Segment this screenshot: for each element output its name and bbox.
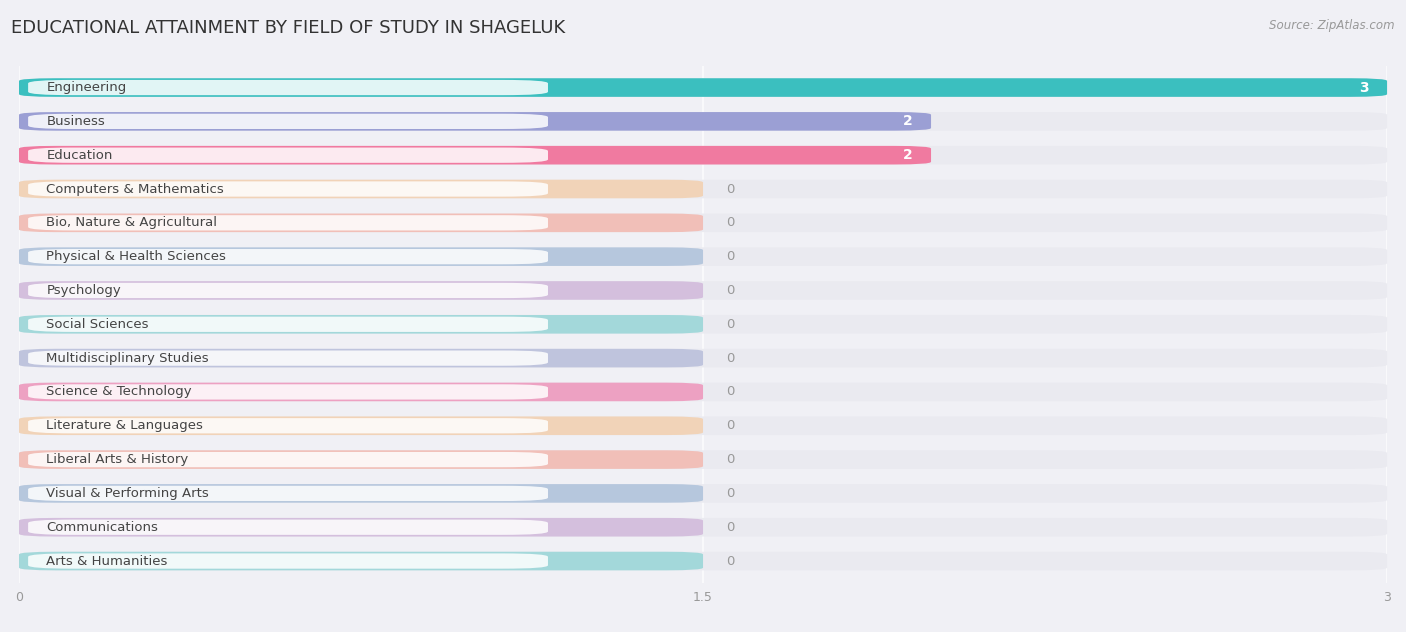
FancyBboxPatch shape xyxy=(20,315,1388,334)
Text: Visual & Performing Arts: Visual & Performing Arts xyxy=(46,487,209,500)
Text: 0: 0 xyxy=(725,554,734,568)
FancyBboxPatch shape xyxy=(28,181,548,197)
Text: 3: 3 xyxy=(1360,80,1369,95)
Text: 0: 0 xyxy=(725,351,734,365)
Text: Science & Technology: Science & Technology xyxy=(46,386,193,398)
FancyBboxPatch shape xyxy=(28,452,548,467)
FancyBboxPatch shape xyxy=(20,382,1388,401)
FancyBboxPatch shape xyxy=(20,518,703,537)
FancyBboxPatch shape xyxy=(20,281,1388,300)
FancyBboxPatch shape xyxy=(28,351,548,366)
Text: Multidisciplinary Studies: Multidisciplinary Studies xyxy=(46,351,209,365)
FancyBboxPatch shape xyxy=(20,247,703,266)
Text: Source: ZipAtlas.com: Source: ZipAtlas.com xyxy=(1270,19,1395,32)
Text: 0: 0 xyxy=(725,284,734,297)
FancyBboxPatch shape xyxy=(20,315,703,334)
Text: Communications: Communications xyxy=(46,521,159,533)
FancyBboxPatch shape xyxy=(20,247,1388,266)
Text: EDUCATIONAL ATTAINMENT BY FIELD OF STUDY IN SHAGELUK: EDUCATIONAL ATTAINMENT BY FIELD OF STUDY… xyxy=(11,19,565,37)
FancyBboxPatch shape xyxy=(20,146,931,164)
FancyBboxPatch shape xyxy=(28,384,548,399)
FancyBboxPatch shape xyxy=(28,249,548,264)
Text: 0: 0 xyxy=(725,453,734,466)
FancyBboxPatch shape xyxy=(20,484,703,502)
Text: Engineering: Engineering xyxy=(46,81,127,94)
Text: Physical & Health Sciences: Physical & Health Sciences xyxy=(46,250,226,263)
FancyBboxPatch shape xyxy=(20,146,1388,164)
FancyBboxPatch shape xyxy=(28,520,548,535)
Text: 0: 0 xyxy=(725,183,734,195)
FancyBboxPatch shape xyxy=(28,114,548,129)
FancyBboxPatch shape xyxy=(20,450,1388,469)
Text: Liberal Arts & History: Liberal Arts & History xyxy=(46,453,188,466)
Text: 2: 2 xyxy=(903,114,912,128)
FancyBboxPatch shape xyxy=(28,486,548,501)
Text: 0: 0 xyxy=(725,250,734,263)
Text: Psychology: Psychology xyxy=(46,284,121,297)
FancyBboxPatch shape xyxy=(20,382,703,401)
Text: 0: 0 xyxy=(725,318,734,331)
FancyBboxPatch shape xyxy=(28,147,548,163)
FancyBboxPatch shape xyxy=(20,112,1388,131)
FancyBboxPatch shape xyxy=(28,317,548,332)
FancyBboxPatch shape xyxy=(28,554,548,569)
FancyBboxPatch shape xyxy=(20,78,1388,97)
FancyBboxPatch shape xyxy=(20,552,1388,570)
Text: 0: 0 xyxy=(725,216,734,229)
FancyBboxPatch shape xyxy=(20,450,703,469)
Text: 0: 0 xyxy=(725,487,734,500)
Text: Business: Business xyxy=(46,115,105,128)
FancyBboxPatch shape xyxy=(28,283,548,298)
FancyBboxPatch shape xyxy=(20,552,703,570)
Text: 0: 0 xyxy=(725,386,734,398)
Text: Bio, Nature & Agricultural: Bio, Nature & Agricultural xyxy=(46,216,218,229)
FancyBboxPatch shape xyxy=(20,214,1388,232)
FancyBboxPatch shape xyxy=(20,179,703,198)
FancyBboxPatch shape xyxy=(20,281,703,300)
FancyBboxPatch shape xyxy=(20,416,1388,435)
FancyBboxPatch shape xyxy=(28,418,548,434)
Text: 0: 0 xyxy=(725,521,734,533)
FancyBboxPatch shape xyxy=(20,518,1388,537)
FancyBboxPatch shape xyxy=(20,416,703,435)
FancyBboxPatch shape xyxy=(20,179,1388,198)
FancyBboxPatch shape xyxy=(20,78,1388,97)
Text: Education: Education xyxy=(46,149,112,162)
Text: Social Sciences: Social Sciences xyxy=(46,318,149,331)
FancyBboxPatch shape xyxy=(20,349,703,367)
Text: Literature & Languages: Literature & Languages xyxy=(46,419,204,432)
FancyBboxPatch shape xyxy=(20,484,1388,502)
Text: Arts & Humanities: Arts & Humanities xyxy=(46,554,167,568)
FancyBboxPatch shape xyxy=(28,216,548,231)
FancyBboxPatch shape xyxy=(20,214,703,232)
FancyBboxPatch shape xyxy=(20,112,931,131)
Text: 2: 2 xyxy=(903,148,912,162)
Text: 0: 0 xyxy=(725,419,734,432)
FancyBboxPatch shape xyxy=(28,80,548,95)
Text: Computers & Mathematics: Computers & Mathematics xyxy=(46,183,224,195)
FancyBboxPatch shape xyxy=(20,349,1388,367)
